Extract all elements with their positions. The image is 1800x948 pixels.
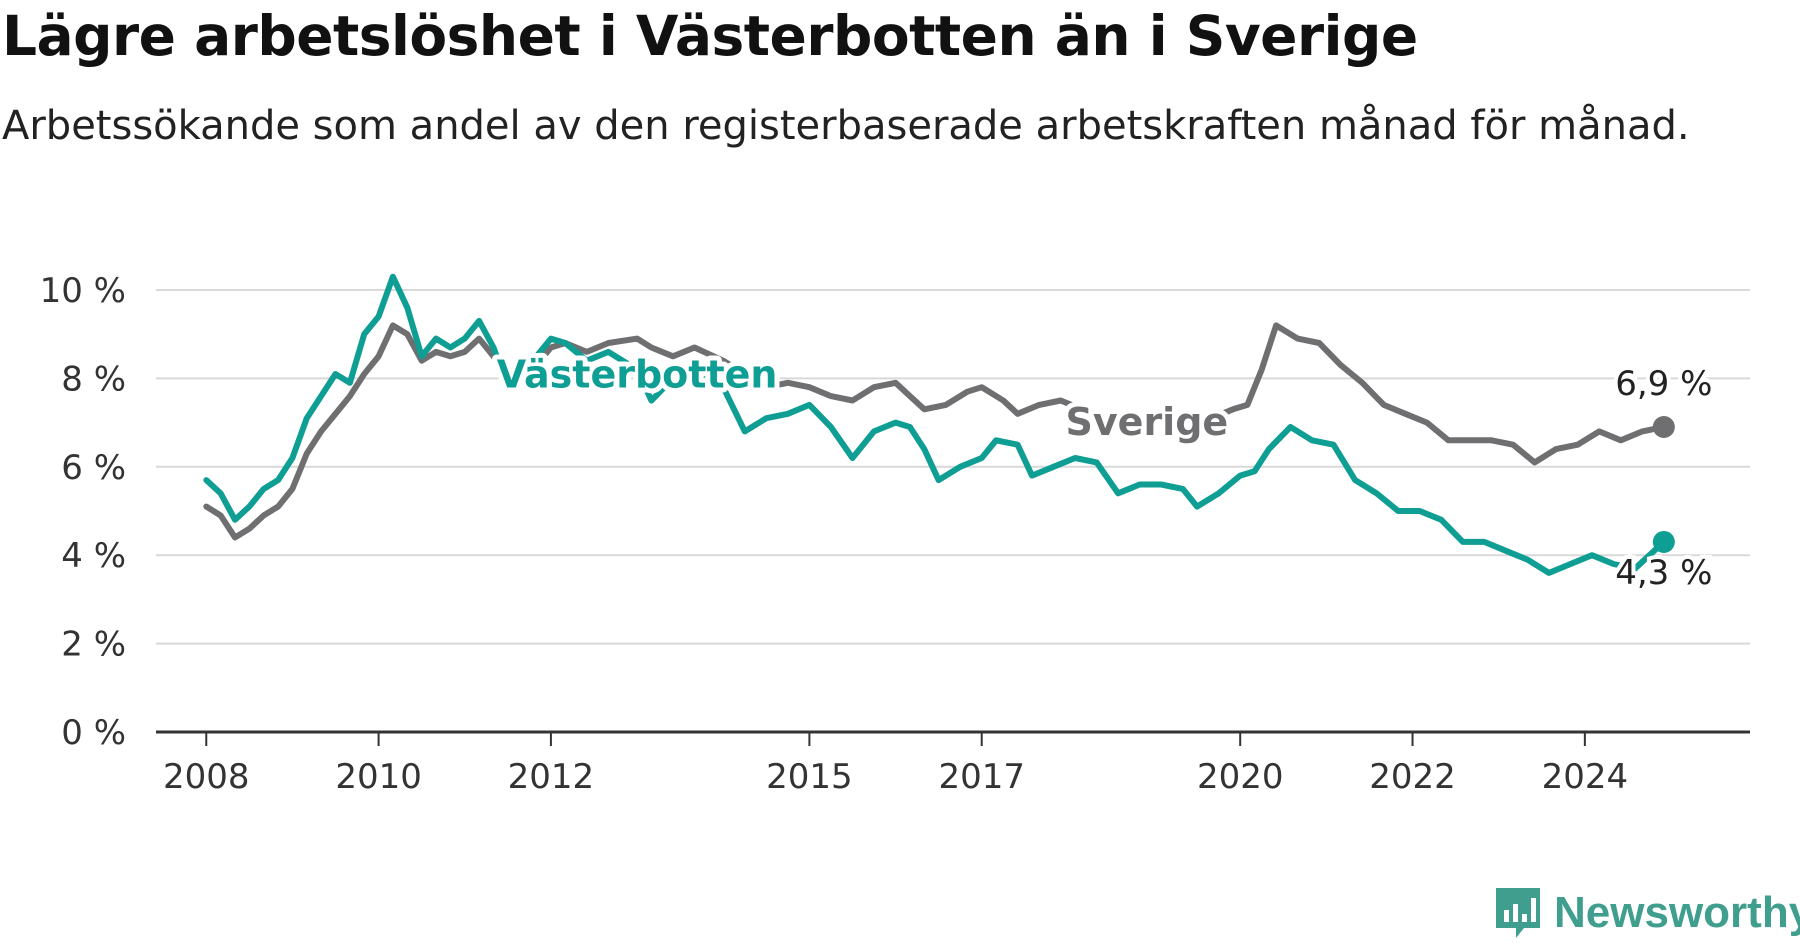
y-axis: 0 % 2 % 4 % 6 % 8 % 10 % (40, 271, 126, 753)
series-end-point (1652, 530, 1675, 553)
y-tick-label: 4 % (61, 536, 126, 576)
x-tick-label: 2015 (766, 757, 853, 797)
newsworthy-logo-icon (1496, 888, 1540, 938)
y-tick-label: 2 % (61, 625, 126, 665)
x-tick-label: 2024 (1542, 757, 1629, 797)
x-tick-label: 2008 (163, 757, 250, 797)
series-line-sverige (203, 322, 1667, 541)
series-line-vasterbotten (203, 273, 1667, 576)
x-tick-label: 2017 (938, 757, 1025, 797)
x-tick-label: 2012 (508, 757, 595, 797)
x-tick-label: 2022 (1369, 757, 1456, 797)
series-labels: Sverige Västerbotten 6,9 % 4,3 % (492, 348, 1717, 597)
series-end-point (1652, 416, 1675, 439)
y-tick-label: 10 % (40, 271, 126, 311)
brand-name: Newsworthy (1554, 888, 1800, 937)
x-tick-label: 2020 (1197, 757, 1284, 797)
grid-lines (156, 289, 1750, 645)
y-tick-label: 6 % (61, 448, 126, 488)
series-name-label: Västerbotten (497, 353, 778, 397)
series-name-label: Sverige (1066, 400, 1229, 444)
chart-title: Lägre arbetslöshet i Västerbotten än i S… (2, 4, 1418, 68)
x-axis: 2008 2010 2012 2015 2017 2020 2022 2024 (156, 730, 1750, 797)
series-lines (203, 273, 1675, 576)
brand-logo: Newsworthy (1494, 886, 1800, 940)
chart-subtitle: Arbetssökande som andel av den registerb… (2, 103, 1690, 149)
series-end-label: 4,3 % (1615, 553, 1712, 593)
series-end-label: 6,9 % (1615, 364, 1712, 404)
y-tick-label: 8 % (61, 359, 126, 399)
x-tick-label: 2010 (335, 757, 422, 797)
y-tick-label: 0 % (61, 713, 126, 753)
